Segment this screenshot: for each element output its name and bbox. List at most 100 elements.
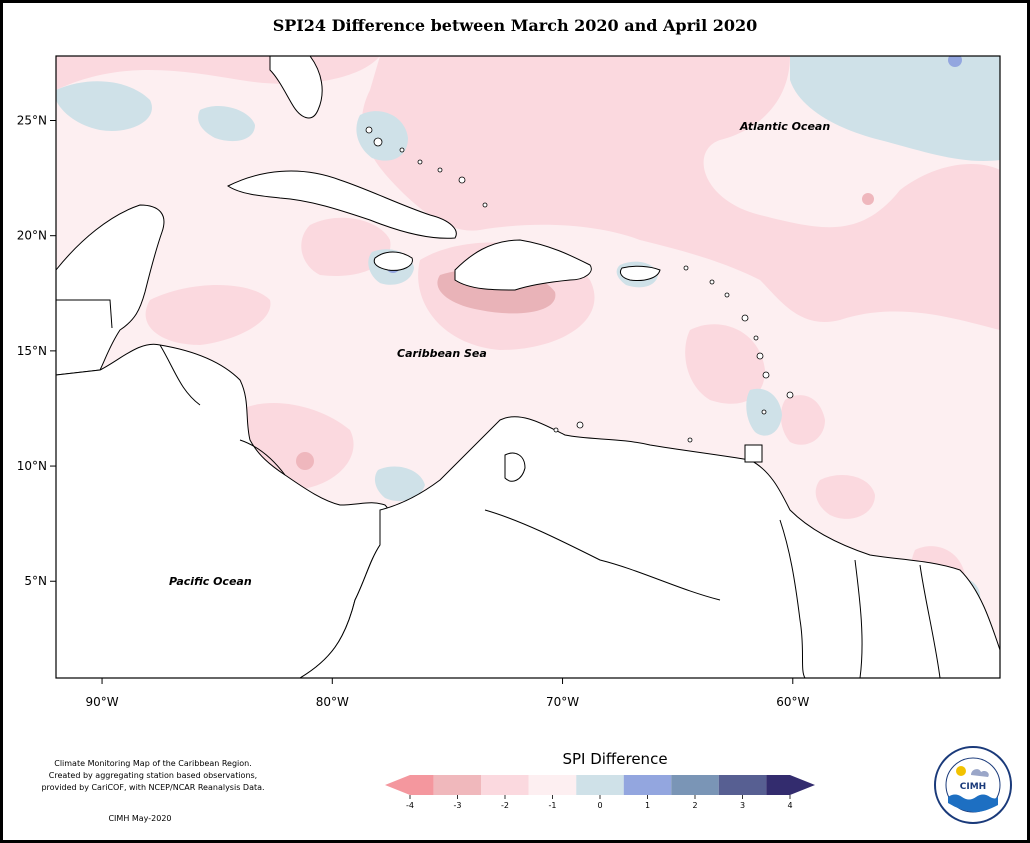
island — [762, 371, 770, 379]
puerto-rico — [619, 265, 661, 281]
caption-line: Created by aggregating station based obs… — [48, 771, 258, 780]
positive-zone-gulf-east — [198, 105, 255, 142]
legend-tick-label: 3 — [740, 801, 745, 810]
legend-swatch — [528, 775, 577, 795]
island — [724, 292, 730, 298]
caption-line: Climate Monitoring Map of the Caribbean … — [54, 759, 252, 768]
legend-swatch — [433, 775, 482, 795]
island — [756, 352, 764, 360]
hispaniola — [454, 239, 592, 291]
legend-swatch — [385, 775, 434, 795]
island — [761, 409, 767, 415]
honduras-border — [159, 344, 201, 406]
suriname-guiana-border — [919, 564, 941, 678]
florida — [269, 56, 323, 119]
cloud-icon — [971, 769, 989, 777]
legend-swatch — [576, 775, 624, 795]
negative-zone-atlantic — [361, 56, 1000, 330]
map-title: SPI24 Difference between March 2020 and … — [272, 16, 758, 35]
plot-border — [55, 55, 1001, 679]
lat-axis: 25°N 20°N 15°N 10°N 5°N — [17, 114, 56, 588]
logo-text: CIMH — [960, 782, 986, 792]
legend-tick-label: -3 — [454, 801, 462, 810]
yucatan-mexico — [56, 204, 165, 376]
legend-tick-label: 2 — [692, 801, 697, 810]
island — [373, 137, 383, 147]
venezuela-colombia-border — [484, 509, 721, 601]
lon-axis: 90°W 80°W 70°W 60°W — [85, 678, 809, 709]
trinidad — [744, 444, 763, 463]
guyana-suriname-border — [854, 559, 863, 678]
legend-tick-label: 1 — [645, 801, 650, 810]
legend-swatch — [671, 775, 719, 795]
lon-tick-label: 60°W — [776, 695, 809, 709]
island — [683, 265, 689, 271]
jamaica — [373, 251, 413, 271]
label-atlantic-ocean: Atlantic Ocean — [739, 120, 830, 133]
island — [399, 147, 405, 153]
negative-zone-yucatan — [145, 285, 271, 345]
island — [482, 202, 488, 208]
venezuela-guyana-border — [779, 519, 806, 678]
lat-tick-label: 5°N — [24, 574, 47, 588]
negative-zone-barbados — [780, 395, 825, 445]
map-figure: 25°N 20°N 15°N 10°N 5°N 90°W 80°W 70°W 60°W Atl… — [17, 55, 1001, 709]
island — [458, 176, 466, 184]
island — [741, 314, 749, 322]
map-caption: Climate Monitoring Map of the Caribbean … — [22, 758, 284, 794]
legend-title: SPI Difference — [562, 750, 668, 768]
lat-tick-label: 10°N — [17, 459, 47, 473]
island — [753, 335, 759, 341]
positive-zone-gulf — [56, 81, 152, 131]
lon-tick-label: 80°W — [316, 695, 349, 709]
caption-line: provided by CariCOF, with NCEP/NCAR Rean… — [41, 783, 265, 792]
land-outlines — [56, 56, 1000, 678]
legend-swatch — [481, 775, 529, 795]
island — [687, 437, 693, 443]
nicaragua-border — [239, 439, 286, 476]
legend-swatch — [766, 775, 815, 795]
negative-zone-antilles — [685, 324, 765, 404]
negative-core-central-america — [296, 452, 314, 470]
spi-field — [56, 56, 1000, 678]
legend-swatch — [718, 775, 767, 795]
positive-zone-panama — [374, 466, 425, 502]
label-caribbean-sea: Caribbean Sea — [397, 347, 487, 360]
mexico-guatemala-border — [56, 299, 113, 329]
sun-icon — [956, 766, 966, 776]
positive-core-atlantic-ne — [948, 56, 962, 67]
lon-tick-label: 70°W — [546, 695, 579, 709]
legend-swatch — [623, 775, 672, 795]
positive-zone-atlantic-ne — [790, 56, 1000, 161]
cimh-logo: CIMH — [934, 746, 1012, 824]
island — [553, 427, 559, 433]
legend-tick-label: -2 — [501, 801, 509, 810]
island — [709, 279, 715, 285]
lat-tick-label: 25°N — [17, 114, 47, 128]
negative-zone-guyana-coast — [815, 475, 875, 519]
small-islands — [365, 126, 794, 443]
island — [365, 126, 373, 134]
legend-tick-label: -4 — [406, 801, 414, 810]
color-legend: -4 -3 -2 -1 0 1 2 3 4 — [385, 775, 815, 810]
country-borders — [56, 299, 941, 678]
island — [576, 421, 584, 429]
lat-tick-label: 20°N — [17, 229, 47, 243]
legend-tick-label: -1 — [549, 801, 557, 810]
legend-tick-label: 0 — [597, 801, 602, 810]
legend-tick-label: 4 — [787, 801, 792, 810]
positive-zone-bahamas — [356, 111, 408, 161]
label-pacific-ocean: Pacific Ocean — [169, 575, 252, 588]
lat-tick-label: 15°N — [17, 344, 47, 358]
cuba — [227, 170, 457, 239]
lon-tick-label: 90°W — [85, 695, 118, 709]
credit-text: CIMH May-2020 — [108, 814, 172, 823]
lake-maracaibo — [504, 452, 526, 482]
south-america — [299, 416, 1000, 678]
negative-zone-jamaica — [301, 217, 391, 276]
waves-icon — [948, 794, 998, 813]
island — [437, 167, 443, 173]
island — [786, 391, 794, 399]
negative-core-atlantic — [862, 193, 874, 205]
island — [417, 159, 423, 165]
